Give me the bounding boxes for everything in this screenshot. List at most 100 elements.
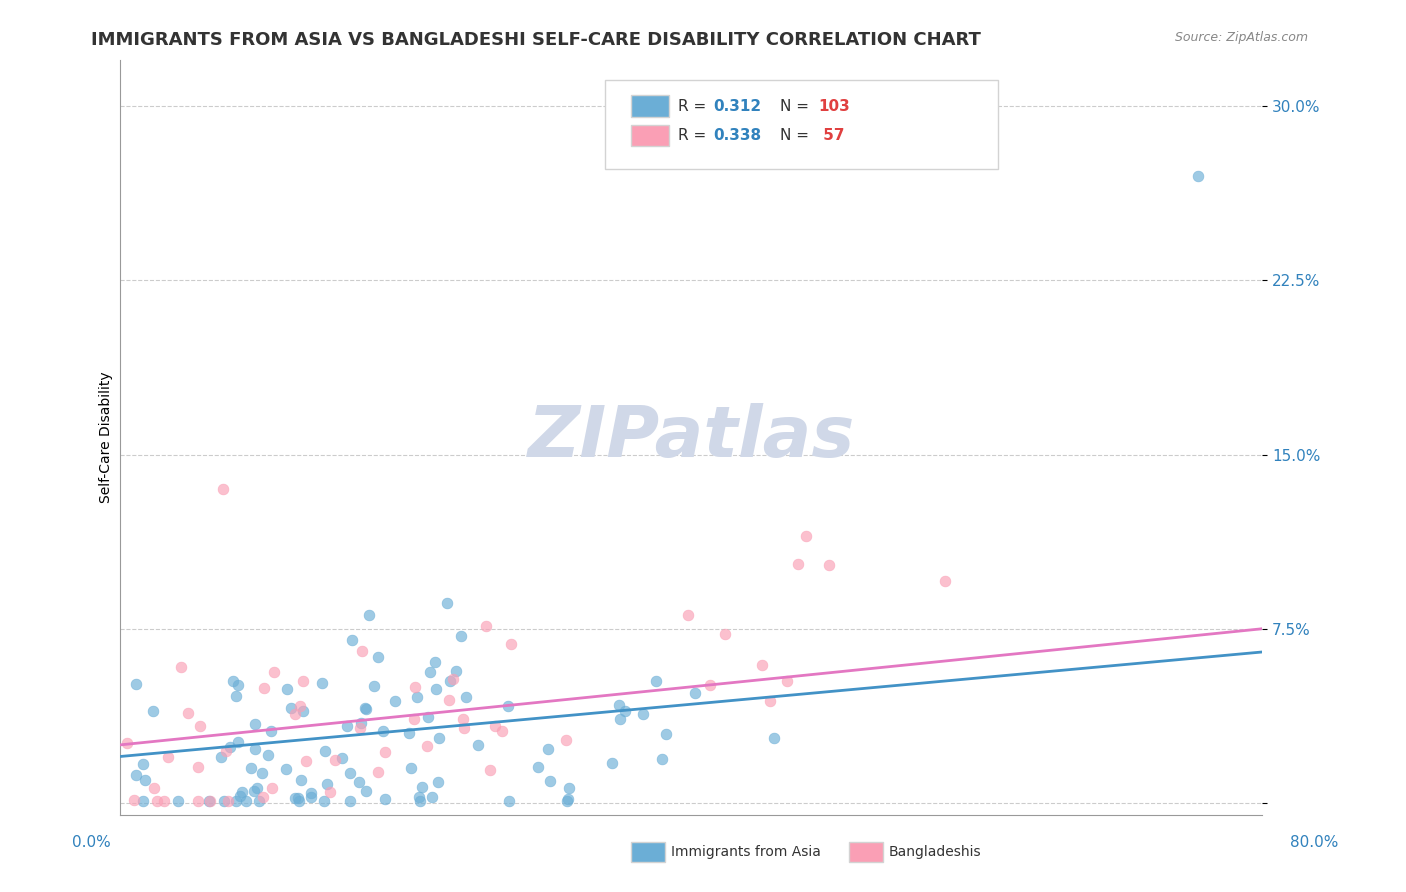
Immigrants from Asia [222, 673, 245, 688]
Immigrants from Asia [166, 794, 188, 808]
Immigrants from Asia [350, 715, 373, 730]
Immigrants from Asia [411, 780, 433, 794]
Immigrants from Asia [274, 762, 297, 776]
Immigrants from Asia [245, 717, 267, 731]
Bangladeshis [402, 712, 425, 726]
Bangladeshis [751, 657, 773, 672]
Immigrants from Asia [243, 784, 266, 798]
Bangladeshis [441, 672, 464, 686]
Immigrants from Asia [132, 756, 155, 771]
Bangladeshis [484, 718, 506, 732]
Bangladeshis [776, 673, 799, 688]
Text: 0.0%: 0.0% [72, 836, 111, 850]
Bangladeshis [319, 785, 342, 799]
Immigrants from Asia [374, 791, 396, 805]
Immigrants from Asia [246, 780, 269, 795]
Bangladeshis [499, 637, 522, 651]
Immigrants from Asia [256, 747, 278, 762]
Bangladeshis [252, 681, 274, 696]
Immigrants from Asia [134, 772, 156, 787]
Bangladeshis [367, 764, 389, 779]
Immigrants from Asia [247, 794, 270, 808]
Bangladeshis [714, 626, 737, 640]
Immigrants from Asia [763, 731, 786, 746]
Immigrants from Asia [651, 752, 673, 766]
Immigrants from Asia [423, 655, 446, 669]
Immigrants from Asia [496, 699, 519, 714]
Bangladeshis [415, 739, 437, 753]
Immigrants from Asia [315, 777, 337, 791]
Immigrants from Asia [314, 794, 336, 808]
Immigrants from Asia [614, 704, 637, 718]
Immigrants from Asia [384, 694, 406, 708]
Immigrants from Asia [450, 629, 472, 643]
Bangladeshis [453, 712, 475, 726]
Immigrants from Asia [357, 608, 380, 623]
Immigrants from Asia [607, 698, 630, 713]
Immigrants from Asia [124, 768, 146, 782]
Text: Immigrants from Asia: Immigrants from Asia [671, 845, 821, 859]
Immigrants from Asia [1187, 169, 1209, 183]
Immigrants from Asia [406, 690, 429, 704]
Immigrants from Asia [314, 744, 336, 758]
Text: Bangladeshis: Bangladeshis [889, 845, 981, 859]
Bangladeshis [758, 694, 780, 708]
Text: N =: N = [780, 99, 814, 113]
Bangladeshis [260, 781, 283, 796]
Immigrants from Asia [436, 596, 458, 610]
Bangladeshis [349, 721, 371, 735]
Bangladeshis [292, 673, 315, 688]
Bangladeshis [200, 794, 222, 808]
Text: N =: N = [780, 128, 814, 143]
Bangladeshis [439, 693, 461, 707]
Immigrants from Asia [537, 742, 560, 756]
Immigrants from Asia [454, 690, 477, 704]
Bangladeshis [818, 558, 841, 572]
Text: IMMIGRANTS FROM ASIA VS BANGLADESHI SELF-CARE DISABILITY CORRELATION CHART: IMMIGRANTS FROM ASIA VS BANGLADESHI SELF… [91, 31, 981, 49]
Immigrants from Asia [427, 775, 450, 789]
Immigrants from Asia [250, 766, 273, 780]
Bangladeshis [188, 718, 211, 732]
Bangladeshis [475, 618, 498, 632]
Immigrants from Asia [683, 686, 706, 700]
Immigrants from Asia [287, 790, 309, 805]
Bangladeshis [294, 754, 316, 768]
Immigrants from Asia [398, 726, 420, 740]
Text: 103: 103 [818, 99, 851, 113]
Bangladeshis [787, 557, 810, 571]
Immigrants from Asia [600, 756, 623, 770]
Immigrants from Asia [425, 681, 447, 696]
Bangladeshis [263, 665, 285, 679]
Immigrants from Asia [363, 679, 385, 693]
Immigrants from Asia [444, 664, 467, 678]
Immigrants from Asia [422, 790, 444, 805]
Immigrants from Asia [299, 789, 322, 804]
Bangladeshis [699, 678, 721, 692]
Bangladeshis [153, 794, 176, 808]
Immigrants from Asia [655, 727, 678, 741]
Immigrants from Asia [225, 794, 247, 808]
Immigrants from Asia [288, 794, 311, 808]
Bangladeshis [374, 745, 396, 759]
Immigrants from Asia [645, 674, 668, 689]
Bangladeshis [187, 794, 209, 808]
Immigrants from Asia [197, 794, 219, 808]
Immigrants from Asia [354, 702, 377, 716]
Immigrants from Asia [409, 794, 432, 808]
Text: R =: R = [678, 128, 711, 143]
Immigrants from Asia [633, 706, 655, 721]
Immigrants from Asia [228, 678, 250, 692]
Immigrants from Asia [229, 789, 252, 804]
Bangladeshis [453, 721, 475, 735]
Immigrants from Asia [467, 738, 489, 752]
Bangladeshis [290, 698, 312, 713]
Immigrants from Asia [558, 780, 581, 795]
Immigrants from Asia [419, 665, 441, 679]
Immigrants from Asia [373, 724, 395, 739]
Bangladeshis [170, 659, 193, 673]
Bangladeshis [212, 483, 235, 497]
Bangladeshis [934, 574, 956, 588]
Immigrants from Asia [416, 710, 439, 724]
Immigrants from Asia [336, 719, 359, 733]
Text: Source: ZipAtlas.com: Source: ZipAtlas.com [1174, 31, 1308, 45]
